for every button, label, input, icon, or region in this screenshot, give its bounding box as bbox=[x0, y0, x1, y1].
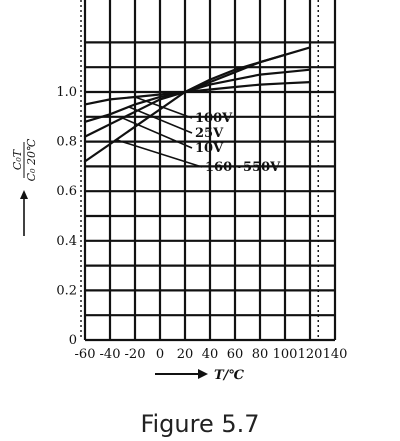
y-tick-label: 1.0 bbox=[56, 85, 77, 100]
series-lines bbox=[83, 46, 312, 163]
x-axis-title: T/℃ bbox=[214, 368, 244, 383]
x-tick-label: 20 bbox=[177, 347, 194, 362]
y-axis-arrow-icon bbox=[20, 190, 28, 236]
annotation-leader-line bbox=[116, 138, 203, 168]
x-axis-arrow-icon bbox=[155, 369, 208, 379]
y-tick-label: 0.4 bbox=[56, 234, 77, 249]
series-annotation-label: 160~550V bbox=[205, 160, 281, 175]
x-tick-label: -20 bbox=[125, 347, 146, 362]
x-tick-label: 60 bbox=[227, 347, 244, 362]
y-axis-label: C₀T C₀ 20℃ bbox=[11, 138, 38, 181]
series-annotation-label: 100V bbox=[195, 111, 233, 126]
x-tick-label: 140 bbox=[323, 347, 348, 362]
y-tick-label: 0.2 bbox=[56, 283, 77, 298]
x-tick-label: -60 bbox=[75, 347, 96, 362]
y-axis-label-denominator: C₀ 20℃ bbox=[25, 138, 38, 181]
series-line-25v bbox=[83, 68, 312, 123]
y-tick-label: 0 bbox=[69, 333, 77, 348]
grid bbox=[80, 0, 337, 342]
x-tick-label: 100 bbox=[273, 347, 298, 362]
y-tick-label: 0.6 bbox=[56, 184, 77, 199]
y-axis-label-numerator: C₀T bbox=[11, 148, 24, 170]
annotation-leader-line bbox=[128, 106, 193, 134]
x-tick-label: 0 bbox=[156, 347, 164, 362]
annotation-leader-line bbox=[122, 117, 193, 149]
series-line-100v bbox=[83, 81, 312, 106]
series-annotation-label: 10V bbox=[195, 141, 224, 156]
figure-caption: Figure 5.7 bbox=[140, 410, 260, 438]
x-tick-label: 40 bbox=[202, 347, 219, 362]
series-annotation-label: 25V bbox=[195, 126, 224, 141]
series-line-160-550v bbox=[83, 46, 312, 163]
annotation-leader-line bbox=[134, 96, 193, 119]
x-tick-label: 80 bbox=[252, 347, 269, 362]
tick-labels: -60 -40 -20 0 20 40 60 80 100 120 140 0 0.2 0.4 0.6 0.8… bbox=[56, 85, 347, 362]
x-tick-label: -40 bbox=[100, 347, 121, 362]
y-tick-label: 0.8 bbox=[56, 135, 77, 150]
x-tick-label: 120 bbox=[298, 347, 323, 362]
